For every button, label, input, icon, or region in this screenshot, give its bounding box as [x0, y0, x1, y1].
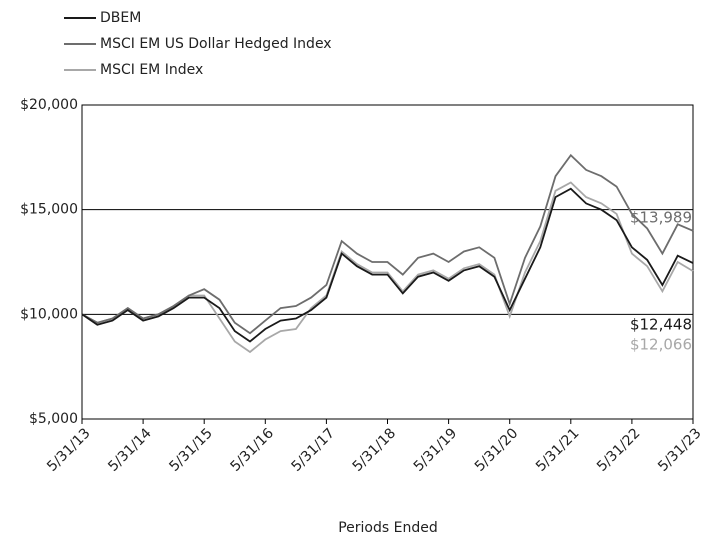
- y-tick-label: $15,000: [20, 202, 78, 218]
- x-tick-label: 5/31/22: [594, 425, 643, 474]
- y-tick-label: $5,000: [29, 411, 78, 427]
- end-label: $12,448: [630, 316, 692, 334]
- x-tick-label: 5/31/16: [227, 425, 277, 475]
- legend-label: MSCI EM Index: [100, 62, 203, 78]
- x-tick-label: 5/31/23: [655, 425, 702, 474]
- legend-label: DBEM: [100, 10, 141, 26]
- end-label: $13,989: [630, 208, 692, 226]
- legend-label: MSCI EM US Dollar Hedged Index: [100, 36, 332, 52]
- x-tick-label: 5/31/20: [472, 425, 521, 474]
- x-tick-label: 5/31/14: [105, 425, 155, 475]
- series-line: [81, 153, 694, 335]
- y-tick-label: $10,000: [20, 306, 78, 322]
- y-tick-label: $20,000: [20, 97, 78, 113]
- end-label: $12,066: [630, 336, 692, 354]
- x-tick-label: 5/31/19: [411, 425, 460, 474]
- x-axis-label: Periods Ended: [338, 520, 438, 536]
- x-tick-label: 5/31/13: [44, 425, 93, 474]
- series-line: [81, 187, 694, 343]
- series-line: [81, 181, 694, 354]
- x-tick-label: 5/31/18: [350, 425, 399, 474]
- x-tick-label: 5/31/17: [289, 425, 338, 474]
- x-tick-label: 5/31/21: [533, 425, 582, 474]
- x-tick-label: 5/31/15: [166, 425, 215, 474]
